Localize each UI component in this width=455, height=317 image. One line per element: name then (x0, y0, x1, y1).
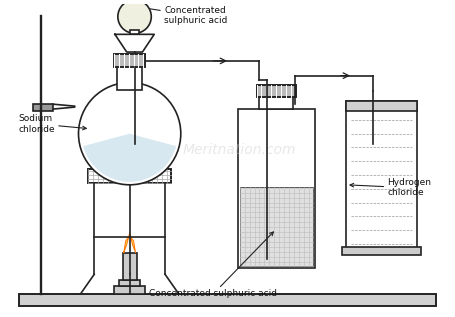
Bar (342, 247, 421, 255)
Polygon shape (124, 233, 136, 253)
Bar (88, 169, 171, 183)
Text: Sodium
chloride: Sodium chloride (19, 114, 86, 133)
Bar (119, 280, 141, 286)
Bar (123, 253, 136, 280)
Bar (130, 30, 140, 34)
Bar (257, 86, 296, 97)
Bar (257, 86, 296, 97)
Bar (346, 101, 417, 111)
Bar (259, 93, 293, 109)
Text: Concentrated
sulphuric acid: Concentrated sulphuric acid (141, 6, 227, 25)
Bar (240, 187, 313, 266)
Polygon shape (115, 34, 154, 52)
Text: Meritnation.com: Meritnation.com (183, 143, 297, 157)
Bar (117, 59, 142, 90)
Text: Hydrogen
chloride: Hydrogen chloride (350, 178, 431, 197)
Circle shape (118, 0, 151, 33)
Bar (19, 294, 436, 306)
Bar (19, 294, 436, 306)
Circle shape (79, 82, 181, 185)
Text: Concentrated sulphuric acid: Concentrated sulphuric acid (149, 232, 277, 299)
Bar (240, 187, 313, 266)
Wedge shape (83, 134, 176, 182)
Bar (88, 169, 171, 183)
Bar (346, 101, 417, 251)
Bar (238, 109, 314, 268)
Bar (33, 104, 53, 111)
Bar (114, 54, 146, 67)
Bar (114, 54, 146, 67)
Bar (114, 286, 146, 294)
